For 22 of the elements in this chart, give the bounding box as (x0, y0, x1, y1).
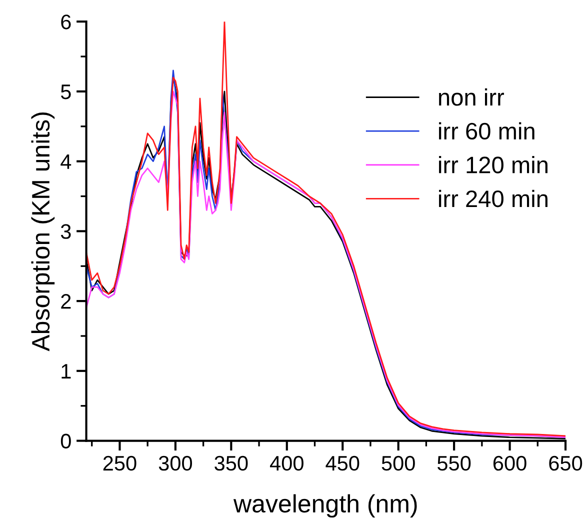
legend-label: irr 240 min (439, 190, 548, 208)
legend-label: non irr (439, 88, 504, 106)
legend-label: irr 60 min (439, 122, 534, 140)
x-tick-label: 400 (270, 456, 304, 471)
y-tick-label: 0 (60, 434, 71, 449)
y-axis-title: Absorption (KM units) (31, 112, 55, 352)
legend-label: irr 120 min (439, 156, 548, 174)
y-tick-label: 2 (61, 294, 71, 309)
y-tick-label: 5 (60, 84, 71, 100)
x-tick-label: 500 (382, 456, 415, 471)
y-tick-label: 6 (61, 14, 71, 30)
x-tick-label: 300 (158, 456, 192, 471)
y-tick-label: 1 (62, 364, 71, 378)
x-tick-label: 650 (549, 456, 582, 471)
x-axis-title: wavelength (nm) (233, 494, 417, 518)
y-tick-label: 4 (60, 154, 72, 169)
y-tick-label: 3 (60, 224, 71, 239)
x-tick-label: 250 (103, 456, 136, 471)
x-tick-label: 550 (438, 456, 471, 471)
x-tick-label: 450 (326, 456, 360, 471)
x-tick-label: 350 (214, 456, 248, 471)
x-tick-label: 600 (493, 456, 526, 471)
